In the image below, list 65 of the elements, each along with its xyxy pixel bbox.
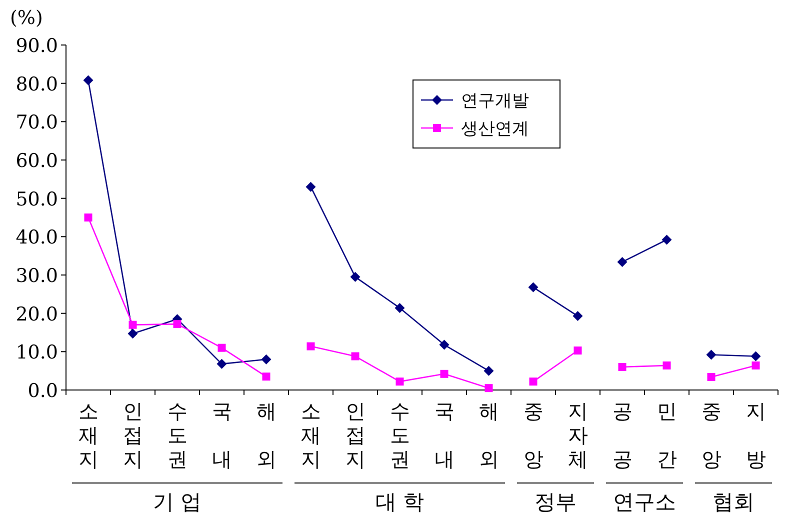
category-label: 지방 [746,399,766,471]
point [439,340,450,350]
point [618,363,626,371]
category-label: 해외 [256,399,276,471]
point [128,320,137,329]
point [617,256,628,267]
y-tick-label: 20.0 [16,303,58,326]
point [574,346,582,355]
point [528,282,538,292]
text: 협회 [712,490,754,514]
point [261,354,272,364]
point [394,302,405,313]
point [662,234,672,245]
text: 대 학 [375,490,424,514]
category-label: 중앙 [701,399,722,471]
y-tick-label: 10.0 [16,342,58,364]
point [484,366,494,376]
point [752,361,760,370]
x-tick-label: 수도권 [390,399,410,471]
point [707,372,716,381]
y-tick-label: 0.0 [28,380,58,402]
point [440,370,448,378]
x-tick-label: 소재지 [78,399,98,471]
text: 정부 [534,490,576,514]
x-tick-label: 소재지 [300,399,321,471]
point [128,328,138,339]
point [662,361,671,370]
point [350,272,360,282]
x-tick-label: 인접지 [122,399,143,471]
category-label: 해외 [478,399,499,471]
point [216,358,227,369]
y-tick-label: 70.0 [16,112,58,134]
y-tick-label: 60.0 [16,150,58,172]
point [396,378,404,386]
point [84,214,92,222]
point [262,372,270,381]
y-tick-label: 90.0 [16,35,58,57]
x-tick-label: 수도권 [167,399,188,471]
y-axis-title: (%) [10,7,43,29]
point [173,320,182,328]
point [83,75,94,86]
point [351,352,360,360]
point [572,311,583,322]
point [750,351,761,362]
legend-label: 생산연계 [461,119,529,139]
y-tick-label: 30.0 [16,265,58,287]
point [484,384,493,392]
category-label: 국내 [434,399,454,471]
y-tick-label: 40.0 [16,226,58,249]
category-label: 민간 [656,399,677,471]
category-label: 중앙 [523,399,544,471]
text: 연구소 [613,490,676,514]
point [306,182,316,192]
point [529,378,538,386]
point [218,344,226,352]
y-tick-label: 80.0 [16,73,58,96]
category-label: 공공 [612,399,632,471]
y-tick-label: 50.0 [16,188,58,210]
x-tick-label: 지자체 [568,399,588,471]
point [306,342,315,350]
text: 기 업 [152,490,202,514]
legend-label: 연구개발 [461,91,529,111]
x-tick-label: 인접지 [345,399,366,471]
point [706,350,716,360]
category-label: 국내 [212,399,232,471]
